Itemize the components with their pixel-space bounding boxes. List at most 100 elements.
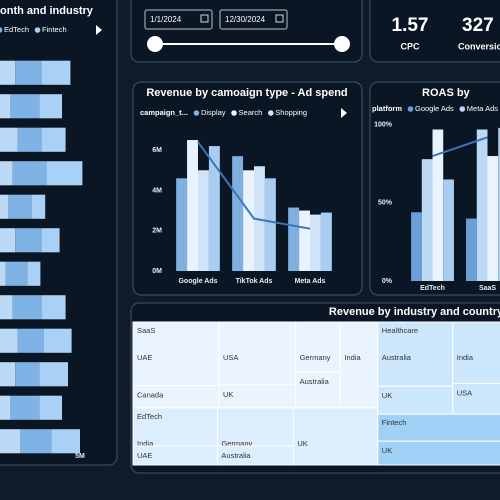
- bar: [198, 170, 209, 271]
- slider-handle[interactable]: [147, 36, 163, 52]
- treemap-cell: [377, 385, 454, 415]
- legend-label: Display: [201, 108, 226, 117]
- kpi-value: 1.57: [392, 15, 429, 36]
- legend-title: platform: [372, 104, 402, 113]
- treemap-label: UAE: [137, 353, 152, 362]
- slider-handle[interactable]: [334, 36, 350, 52]
- bar-segment: [0, 295, 13, 320]
- bar-segment: [10, 94, 40, 119]
- y-tick-label: 0M: [152, 268, 162, 275]
- treemap-cell: [452, 321, 500, 384]
- treemap-cell: [339, 321, 379, 409]
- treemap-label: India: [137, 439, 154, 448]
- x-tick-label: TikTok Ads: [236, 278, 273, 285]
- bar: [487, 156, 499, 281]
- bar-segment: [39, 94, 62, 119]
- bar-segment: [0, 328, 18, 353]
- treemap-group-label: Fintech: [382, 418, 407, 427]
- date-input[interactable]: [144, 9, 213, 30]
- bar: [476, 129, 488, 281]
- bar-segment: [17, 127, 42, 152]
- bar: [208, 146, 220, 271]
- date-start: 1/1/2024: [150, 15, 182, 24]
- bar-segment: [0, 60, 16, 85]
- legend-label: Shopping: [275, 108, 307, 117]
- bar-segment: [0, 261, 6, 286]
- bar-segment: [15, 228, 42, 253]
- bar-segment: [46, 161, 83, 186]
- bar-segment: [32, 194, 46, 219]
- legend-label: Fintech: [42, 25, 67, 34]
- bar: [176, 178, 188, 271]
- legend-arrow[interactable]: [96, 25, 102, 35]
- bar-segment: [0, 194, 8, 219]
- bar: [421, 159, 433, 281]
- kpi-label: Conversion: [458, 41, 500, 51]
- legend-arrow[interactable]: [341, 108, 347, 118]
- x-tick-label: Meta Ads: [295, 278, 326, 285]
- bar-segment: [51, 429, 80, 454]
- bar-segment: [41, 295, 66, 320]
- treemap-group-label: EdTech: [137, 412, 162, 421]
- bar-segment: [0, 94, 11, 119]
- bar-segment: [39, 395, 62, 420]
- bar: [466, 218, 477, 281]
- kpi-value: 327: [462, 15, 494, 36]
- calendar-icon[interactable]: [200, 14, 209, 23]
- chart-title: Revenue by camoaign type - Ad spend: [146, 87, 347, 99]
- bar-segment: [17, 328, 44, 353]
- line: [432, 136, 488, 157]
- bar-segment: [39, 362, 68, 387]
- chart-title: Revenue by industry and country: [329, 306, 500, 318]
- date-input[interactable]: [219, 9, 288, 30]
- date-end: 12/30/2024: [225, 15, 266, 24]
- bar-segment: [20, 429, 52, 454]
- bar-segment: [0, 395, 11, 420]
- calendar-icon[interactable]: [275, 14, 284, 23]
- treemap-label: Germany: [300, 353, 331, 362]
- bar: [432, 129, 444, 281]
- bar: [310, 214, 321, 271]
- bar-segment: [0, 228, 16, 253]
- legend-marker: [34, 27, 41, 33]
- x-tick-label: Google Ads: [178, 278, 217, 285]
- treemap-cell: [292, 407, 379, 466]
- treemap-label: UK: [297, 439, 307, 448]
- bar: [299, 210, 310, 271]
- chart-title: onth and industry: [0, 5, 94, 17]
- legend-marker: [0, 27, 3, 33]
- legend-marker: [407, 106, 414, 112]
- treemap-label: USA: [223, 353, 238, 362]
- legend-label: EdTech: [4, 25, 29, 34]
- bar-segment: [8, 194, 32, 219]
- y-tick-label: 4M: [152, 187, 162, 194]
- bar: [288, 207, 300, 271]
- y-tick-label: 2M: [152, 228, 162, 235]
- treemap-group-label: Healthcare: [382, 326, 418, 335]
- treemap-cell: [377, 321, 454, 387]
- treemap-label: UK: [382, 391, 392, 400]
- treemap-cell: [377, 440, 500, 466]
- treemap-label: Australia: [300, 377, 330, 386]
- bar-segment: [15, 60, 42, 85]
- treemap-label: UAE: [137, 451, 152, 460]
- kpi-label: CPC: [400, 41, 420, 51]
- bar-segment: [27, 261, 41, 286]
- bar-segment: [0, 161, 13, 186]
- legend-title: campaign_t...: [140, 108, 188, 117]
- x-tick-label: EdTech: [420, 285, 445, 292]
- bar: [232, 156, 244, 271]
- treemap-label: USA: [457, 388, 472, 397]
- line: [197, 141, 311, 230]
- legend-marker: [231, 110, 237, 116]
- legend-marker: [193, 110, 200, 116]
- legend-marker: [459, 106, 466, 112]
- treemap-label: Canada: [137, 390, 164, 399]
- bar: [187, 140, 198, 271]
- bar: [243, 170, 254, 271]
- bar-segment: [15, 362, 40, 387]
- treemap-label: UK: [382, 446, 392, 455]
- bar-segment: [0, 127, 18, 152]
- treemap-label: Australia: [221, 451, 251, 460]
